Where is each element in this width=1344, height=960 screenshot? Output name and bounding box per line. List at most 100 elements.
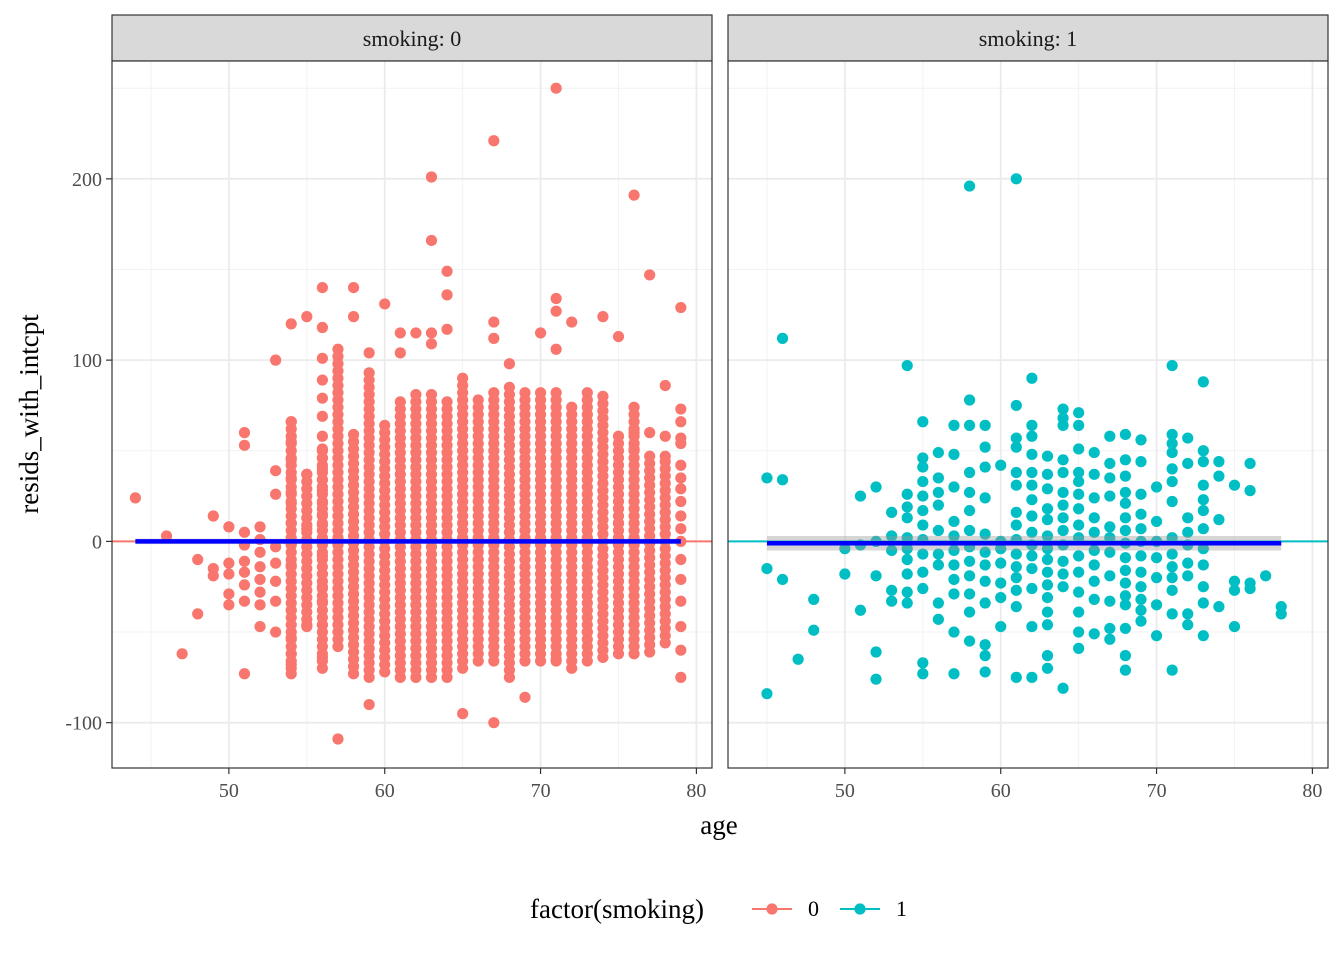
data-point bbox=[979, 546, 991, 558]
x-tick-label: 60 bbox=[375, 780, 395, 802]
data-point bbox=[285, 668, 297, 680]
data-point bbox=[979, 419, 991, 431]
data-point bbox=[1197, 559, 1209, 571]
axes: 50 60 70 80 -100 0 100 200 50 60 70 80 bbox=[65, 169, 1322, 802]
data-point bbox=[316, 463, 328, 475]
data-point bbox=[808, 593, 820, 606]
data-point bbox=[488, 717, 500, 729]
data-point bbox=[963, 486, 976, 499]
data-point bbox=[1041, 543, 1054, 555]
data-point bbox=[1244, 485, 1256, 497]
data-point bbox=[425, 327, 438, 339]
data-point bbox=[1166, 584, 1178, 596]
legend-key-point bbox=[854, 903, 866, 915]
data-point bbox=[948, 559, 960, 571]
data-point bbox=[332, 343, 344, 355]
legend-item-1: 1 bbox=[840, 896, 907, 921]
data-point bbox=[316, 519, 328, 531]
data-point bbox=[1073, 566, 1085, 578]
data-point bbox=[316, 452, 328, 464]
data-point bbox=[254, 621, 266, 633]
panel-smoking-1: smoking: 1 bbox=[727, 14, 1329, 769]
data-point bbox=[932, 597, 944, 609]
data-point bbox=[1104, 521, 1116, 533]
data-point bbox=[1182, 512, 1194, 524]
data-point bbox=[223, 521, 235, 533]
data-point bbox=[932, 446, 944, 459]
data-point bbox=[948, 573, 960, 586]
data-point bbox=[254, 599, 266, 611]
data-point bbox=[129, 492, 141, 504]
data-point bbox=[425, 171, 438, 183]
data-point bbox=[1275, 608, 1287, 620]
data-point bbox=[979, 559, 991, 571]
x-tick-label: 70 bbox=[531, 780, 551, 802]
data-point bbox=[316, 321, 328, 334]
data-point bbox=[1088, 492, 1100, 504]
data-point bbox=[238, 555, 251, 567]
data-point bbox=[285, 497, 297, 509]
data-point bbox=[979, 461, 991, 473]
data-point bbox=[901, 488, 913, 500]
data-point bbox=[1197, 479, 1209, 491]
legend-item-0: 0 bbox=[752, 896, 819, 921]
data-point bbox=[285, 582, 297, 595]
data-point bbox=[285, 648, 297, 660]
data-point bbox=[176, 648, 188, 660]
data-point bbox=[1041, 650, 1054, 662]
data-point bbox=[948, 668, 960, 680]
data-point bbox=[963, 466, 976, 479]
data-point bbox=[1073, 586, 1085, 598]
data-point bbox=[1026, 372, 1038, 384]
data-point bbox=[1182, 526, 1194, 538]
data-point bbox=[675, 459, 687, 471]
data-point bbox=[1026, 621, 1038, 633]
data-point bbox=[192, 553, 204, 566]
data-point bbox=[1197, 581, 1209, 593]
data-point bbox=[1119, 577, 1132, 589]
data-point bbox=[192, 608, 204, 620]
data-point bbox=[1057, 568, 1069, 580]
data-point bbox=[1166, 608, 1178, 620]
data-point bbox=[270, 595, 282, 607]
data-point bbox=[1010, 561, 1022, 573]
data-point bbox=[1026, 510, 1038, 522]
data-point bbox=[1026, 494, 1038, 506]
data-point bbox=[854, 490, 867, 502]
data-point bbox=[979, 492, 991, 504]
data-point bbox=[1119, 599, 1132, 611]
data-point bbox=[948, 530, 960, 542]
data-point bbox=[1166, 532, 1178, 544]
data-point bbox=[301, 468, 313, 480]
data-point bbox=[776, 474, 789, 486]
data-point bbox=[347, 311, 360, 323]
data-point bbox=[979, 597, 991, 609]
data-point bbox=[1119, 454, 1132, 466]
data-point bbox=[1119, 664, 1132, 676]
data-point bbox=[675, 437, 687, 450]
data-point bbox=[1041, 591, 1054, 604]
data-point bbox=[948, 588, 960, 600]
data-point bbox=[519, 387, 531, 399]
data-point bbox=[886, 584, 898, 596]
data-point bbox=[963, 570, 976, 582]
data-point bbox=[948, 515, 960, 528]
panels: smoking: 0 smoking: 1 bbox=[111, 14, 1329, 769]
data-point bbox=[1213, 514, 1225, 526]
data-point bbox=[948, 626, 960, 638]
data-point bbox=[1026, 448, 1038, 460]
data-point bbox=[948, 544, 960, 557]
data-point bbox=[254, 586, 266, 598]
data-point bbox=[963, 606, 976, 618]
data-point bbox=[207, 570, 219, 582]
data-point bbox=[886, 595, 898, 607]
data-point bbox=[1088, 593, 1100, 606]
data-point bbox=[1041, 483, 1054, 495]
data-point bbox=[1026, 466, 1038, 479]
data-point bbox=[917, 548, 929, 560]
data-point bbox=[1041, 566, 1054, 578]
data-point bbox=[628, 401, 640, 413]
data-point bbox=[597, 311, 609, 323]
data-point bbox=[1073, 443, 1085, 455]
data-point bbox=[1026, 671, 1038, 683]
